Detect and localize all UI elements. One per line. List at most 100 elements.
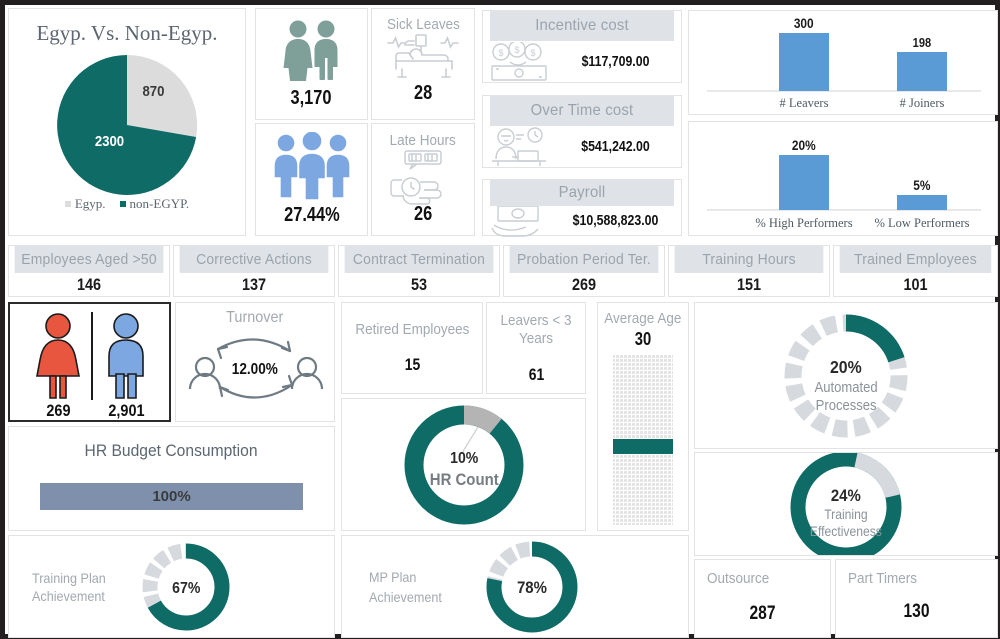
automated-label-line2: Processes — [816, 397, 877, 413]
automated-label-line1: Automated — [815, 379, 878, 395]
turnover-value: 12.00% — [232, 361, 278, 378]
nationality-pie-chart[interactable]: 870 2300 — [9, 48, 245, 198]
bar-category-joiners: # Joiners — [900, 96, 945, 110]
average-age-card[interactable]: Average Age 30 — [597, 302, 689, 531]
turnover-cycle-icon: 12.00% — [188, 338, 324, 399]
kpi-value: 146 — [76, 275, 102, 294]
kpi-training-hours[interactable]: Training Hours 151 — [668, 245, 830, 297]
bar-category-low: % Low Performers — [874, 216, 969, 230]
average-age-marker-band — [613, 439, 673, 454]
turnover-card[interactable]: Turnover 12.00% — [175, 302, 335, 422]
leavers-lt3-label: Leavers < 3 Years — [500, 312, 572, 347]
headcount-card[interactable]: 3,170 — [255, 8, 368, 120]
kpi-label: Employees Aged >50 — [14, 246, 164, 273]
automated-processes-card[interactable]: 20% Automated Processes — [694, 302, 998, 449]
kpi-label: Probation Period Ter. — [509, 246, 659, 273]
overtime-cost-label: Over Time cost — [489, 96, 675, 126]
pie-label-egyp: 870 — [142, 82, 164, 99]
training-plan-donut-chart[interactable]: 67% — [137, 538, 235, 636]
training-effectiveness-card[interactable]: 24% Training Effectiveness — [694, 452, 998, 556]
training-effectiveness-value: 24% — [831, 487, 861, 505]
mp-plan-label-line2: Achievement — [369, 588, 442, 605]
legend-swatch-icon — [119, 201, 126, 207]
outsource-value: 287 — [749, 603, 776, 624]
training-plan-label-line2: Achievement — [32, 587, 105, 604]
kpi-label: Training Hours — [674, 246, 824, 273]
performers-chart-card[interactable]: 20% 5% % High Performers % Low Performer… — [688, 121, 998, 236]
attrition-pct-card[interactable]: 27.44% — [255, 123, 368, 236]
automated-progress-arc — [784, 314, 908, 437]
kpi-label: Trained Employees — [839, 246, 992, 273]
bar-joiners — [897, 52, 947, 91]
hospital-bed-icon — [387, 34, 459, 78]
training-plan-progress-arc — [142, 543, 230, 630]
hr-count-donut-chart[interactable]: 10% HR Count — [400, 401, 528, 529]
legend-label: Egyp. — [74, 196, 106, 211]
leavers-lt3-card[interactable]: Leavers < 3 Years 61 — [486, 302, 586, 394]
automated-value: 20% — [830, 357, 862, 377]
kpi-value: 151 — [736, 275, 762, 294]
pie-legend: Egyp. non-EGYP. — [9, 196, 245, 212]
mp-plan-card[interactable]: MP Plan Achievement 78% — [341, 535, 689, 638]
outsource-label: Outsource — [707, 570, 770, 587]
leader-line — [460, 426, 479, 453]
female-count: 269 — [46, 402, 70, 420]
training-plan-value: 67% — [172, 579, 200, 597]
part-timers-card[interactable]: Part Timers 130 — [835, 559, 998, 638]
hand-clock-icon — [390, 150, 442, 205]
mp-plan-value: 78% — [517, 579, 547, 597]
headcount-value: 3,170 — [290, 86, 333, 109]
kpi-probation-period-ter[interactable]: Probation Period Ter. 269 — [503, 245, 665, 297]
training-plan-label-line1: Training Plan — [32, 569, 106, 586]
average-age-value: 30 — [634, 329, 652, 349]
kpi-corrective-actions[interactable]: Corrective Actions 137 — [173, 245, 335, 297]
leavers-joiners-chart-card[interactable]: 300 198 # Leavers # Joiners — [688, 10, 998, 115]
pie-label-nonegyp: 2300 — [95, 132, 124, 149]
nationality-pie-card[interactable]: Egyp. Vs. Non-Egyp. 870 2300 Egyp. non-E… — [8, 8, 246, 236]
bar-leavers — [779, 33, 829, 91]
late-hours-card[interactable]: Late Hours 26 — [371, 123, 475, 236]
leavers-joiners-bar-chart[interactable]: 300 198 # Leavers # Joiners — [689, 11, 997, 114]
training-plan-label: Training Plan Achievement — [32, 569, 122, 605]
incentive-cost-value: $117,709.00 — [581, 54, 650, 70]
overtime-cost-card[interactable]: Over Time cost $541,242.00 — [482, 95, 682, 168]
incentive-cost-card[interactable]: Incentive cost $ $ $ $117,709.00 — [482, 10, 682, 83]
hr-count-value: 10% — [450, 449, 478, 467]
gender-split-chart: 269 2,901 — [36, 312, 145, 420]
kpi-label: Contract Termination — [344, 246, 494, 273]
training-effectiveness-label-line1: Training — [824, 506, 867, 522]
bar-low-performers — [897, 195, 947, 210]
payroll-value: $10,588,823.00 — [572, 213, 659, 229]
kpi-employees-aged-50[interactable]: Employees Aged >50 146 — [8, 245, 170, 297]
kpi-value: 137 — [241, 275, 267, 294]
part-timers-value: 130 — [903, 601, 930, 622]
bar-value-low: 5% — [913, 177, 931, 193]
legend-swatch-icon — [64, 201, 71, 207]
training-effectiveness-label-line2: Effectiveness — [810, 523, 882, 539]
kpi-value: 269 — [571, 275, 597, 294]
training-effectiveness-donut-chart[interactable]: 24% Training Effectiveness — [782, 452, 910, 556]
gender-split-card[interactable]: 269 2,901 — [8, 302, 171, 422]
automated-processes-donut-chart[interactable]: 20% Automated Processes — [775, 305, 917, 447]
sick-leaves-label: Sick Leaves — [386, 16, 460, 33]
kpi-contract-termination[interactable]: Contract Termination 53 — [338, 245, 500, 297]
outsource-card[interactable]: Outsource 287 — [694, 559, 831, 638]
pie-svg: 870 2300 — [57, 54, 198, 195]
mp-plan-progress-arc — [486, 541, 578, 632]
nationality-title: Egyp. Vs. Non-Egyp. — [36, 21, 218, 45]
hr-count-donut-card[interactable]: 10% HR Count — [341, 398, 586, 531]
retired-employees-card[interactable]: Retired Employees 15 — [341, 302, 483, 394]
hr-count-label: HR Count — [429, 471, 499, 489]
kpi-trained-employees[interactable]: Trained Employees 101 — [833, 245, 998, 297]
svg-text:$: $ — [530, 48, 535, 58]
payroll-card[interactable]: Payroll $10,588,823.00 — [482, 179, 682, 237]
legend-item-nonegyp: non-EGYP. — [119, 196, 189, 212]
hr-budget-card[interactable]: HR Budget Consumption 100% — [8, 426, 335, 531]
training-plan-card[interactable]: Training Plan Achievement 67% — [8, 535, 335, 638]
kpi-value: 53 — [410, 275, 428, 294]
performers-bar-chart[interactable]: 20% 5% % High Performers % Low Performer… — [689, 122, 997, 235]
mp-plan-donut-chart[interactable]: 78% — [480, 535, 584, 639]
average-age-label: Average Age — [604, 310, 682, 327]
retired-employees-value: 15 — [404, 355, 420, 374]
sick-leaves-card[interactable]: Sick Leaves 28 — [371, 8, 475, 120]
